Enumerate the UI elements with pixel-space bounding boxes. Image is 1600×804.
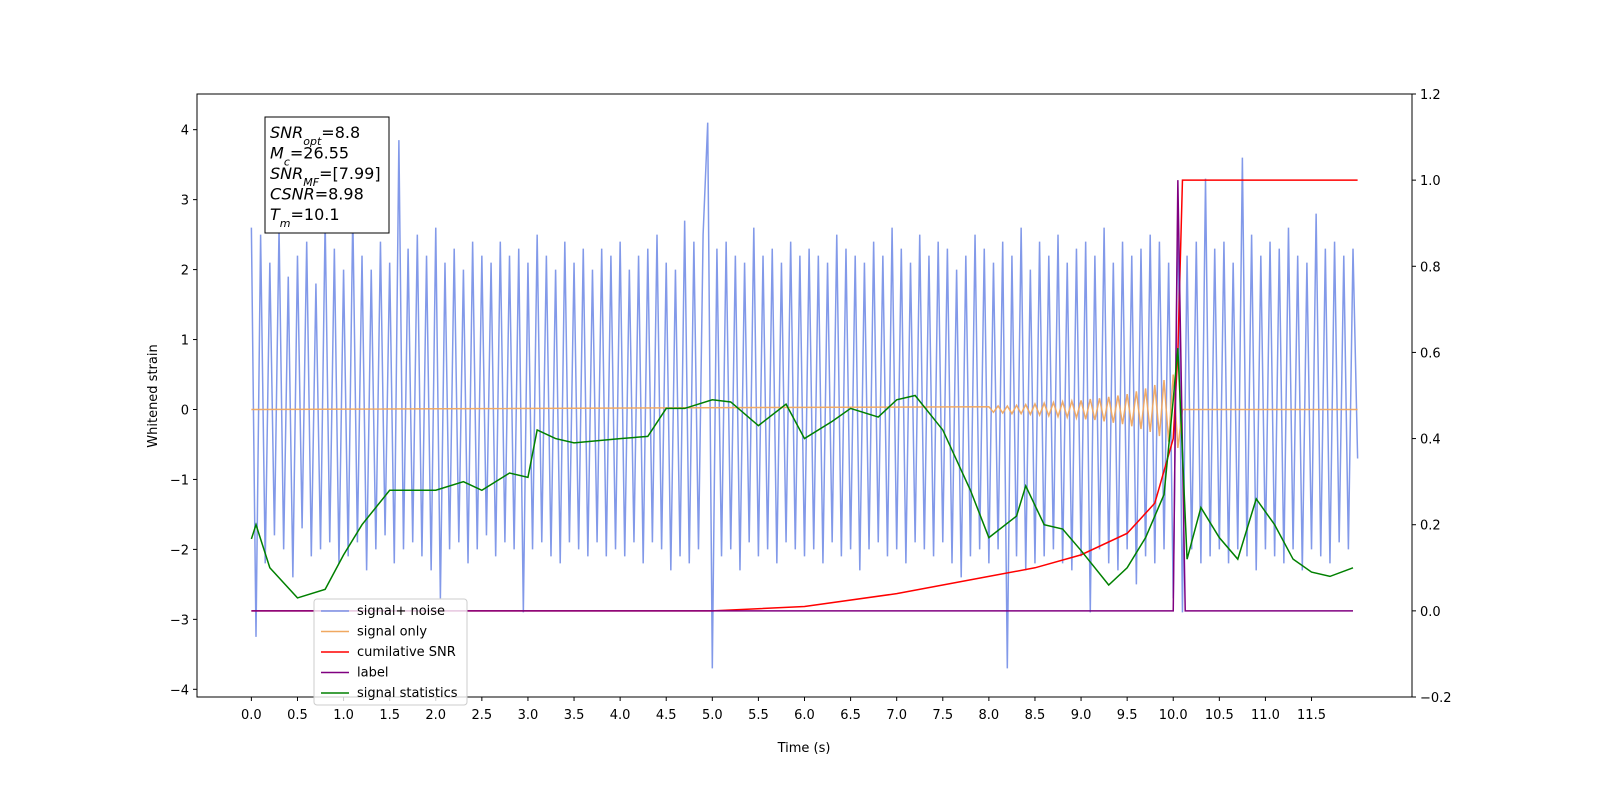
x-tick-label: 7.0 <box>886 708 907 723</box>
y2-tick-label: 0.8 <box>1420 260 1441 275</box>
annotation-symbol: T <box>270 205 281 224</box>
x-tick-label: 7.5 <box>932 708 953 723</box>
annotation-text: =8.98 <box>315 185 364 204</box>
x-tick-label: 2.5 <box>472 708 493 723</box>
legend-label: signal only <box>357 625 427 640</box>
x-tick-label: 0.0 <box>241 708 262 723</box>
y-tick-label: 2 <box>181 264 189 279</box>
y-tick-label: −4 <box>170 683 189 698</box>
annotation-subscript: MF <box>303 176 319 189</box>
annotation-text: =8.8 <box>321 123 360 142</box>
annotation-symbol: CSNR <box>270 185 315 204</box>
annotation: SNRMF=[7.99] <box>270 164 381 189</box>
annotation: Tm=10.1 <box>270 205 340 230</box>
y-axis-label: Whitened strain <box>146 344 161 447</box>
x-tick-label: 11.0 <box>1251 708 1280 723</box>
x-tick-label: 6.5 <box>840 708 861 723</box>
y2-tick-label: 0.2 <box>1420 519 1441 534</box>
legend-label: label <box>357 666 388 681</box>
x-tick-label: 3.0 <box>518 708 539 723</box>
x-tick-label: 0.5 <box>287 708 308 723</box>
x-tick-label: 1.5 <box>379 708 400 723</box>
y-tick-label: −2 <box>170 543 189 558</box>
x-tick-label: 5.5 <box>748 708 769 723</box>
y2-tick-label: 1.2 <box>1420 88 1441 103</box>
x-tick-label: 3.5 <box>564 708 585 723</box>
x-axis-label: Time (s) <box>777 741 831 756</box>
y-tick-label: 0 <box>181 403 189 418</box>
annotation: CSNR=8.98 <box>270 185 364 204</box>
y-tick-label: −1 <box>170 473 189 488</box>
annotation-subscript: c <box>284 155 290 168</box>
y2-tick-label: 0.0 <box>1420 605 1441 620</box>
annotation-box <box>264 116 390 234</box>
x-tick-label: 4.5 <box>656 708 677 723</box>
annotation-text: =10.1 <box>291 205 340 224</box>
x-tick-label: 2.0 <box>425 708 446 723</box>
y-tick-label: −3 <box>170 613 189 628</box>
annotation-text: =[7.99] <box>319 164 381 183</box>
series-line <box>250 348 1354 599</box>
x-tick-label: 9.0 <box>1071 708 1092 723</box>
y2-tick-label: 0.6 <box>1420 346 1441 361</box>
series-line <box>251 374 1358 449</box>
annotation-symbol: SNR <box>270 123 303 142</box>
legend-label: signal statistics <box>357 686 458 701</box>
annotation-symbol: SNR <box>270 164 303 183</box>
annotation: SNRopt=8.8 <box>270 123 360 148</box>
legend-label: cumilative SNR <box>357 645 456 660</box>
series-line <box>250 122 1359 669</box>
annotation-subscript: opt <box>303 135 322 148</box>
annotation: Mc=26.55 <box>270 144 349 169</box>
y-tick-label: 3 <box>181 194 189 209</box>
y2-tick-label: 1.0 <box>1420 174 1441 189</box>
x-tick-label: 6.0 <box>794 708 815 723</box>
annotation-text: =26.55 <box>290 144 349 163</box>
annotation-subscript: m <box>280 217 291 230</box>
x-tick-label: 1.0 <box>333 708 354 723</box>
annotation-symbol: M <box>270 144 284 163</box>
y2-tick-label: −0.2 <box>1420 691 1452 706</box>
x-tick-label: 10.5 <box>1205 708 1234 723</box>
x-tick-label: 11.5 <box>1297 708 1326 723</box>
series-line <box>251 179 1358 612</box>
series-line <box>251 180 1353 612</box>
x-tick-label: 9.5 <box>1117 708 1138 723</box>
x-tick-label: 8.0 <box>979 708 1000 723</box>
y2-tick-label: 0.4 <box>1420 433 1441 448</box>
x-tick-label: 10.0 <box>1159 708 1188 723</box>
y-tick-label: 4 <box>181 124 189 139</box>
legend-box <box>313 598 468 706</box>
legend-label: signal+ noise <box>357 604 445 619</box>
x-tick-label: 5.0 <box>702 708 723 723</box>
x-tick-label: 8.5 <box>1025 708 1046 723</box>
x-tick-label: 4.0 <box>610 708 631 723</box>
y-tick-label: 1 <box>181 334 189 349</box>
